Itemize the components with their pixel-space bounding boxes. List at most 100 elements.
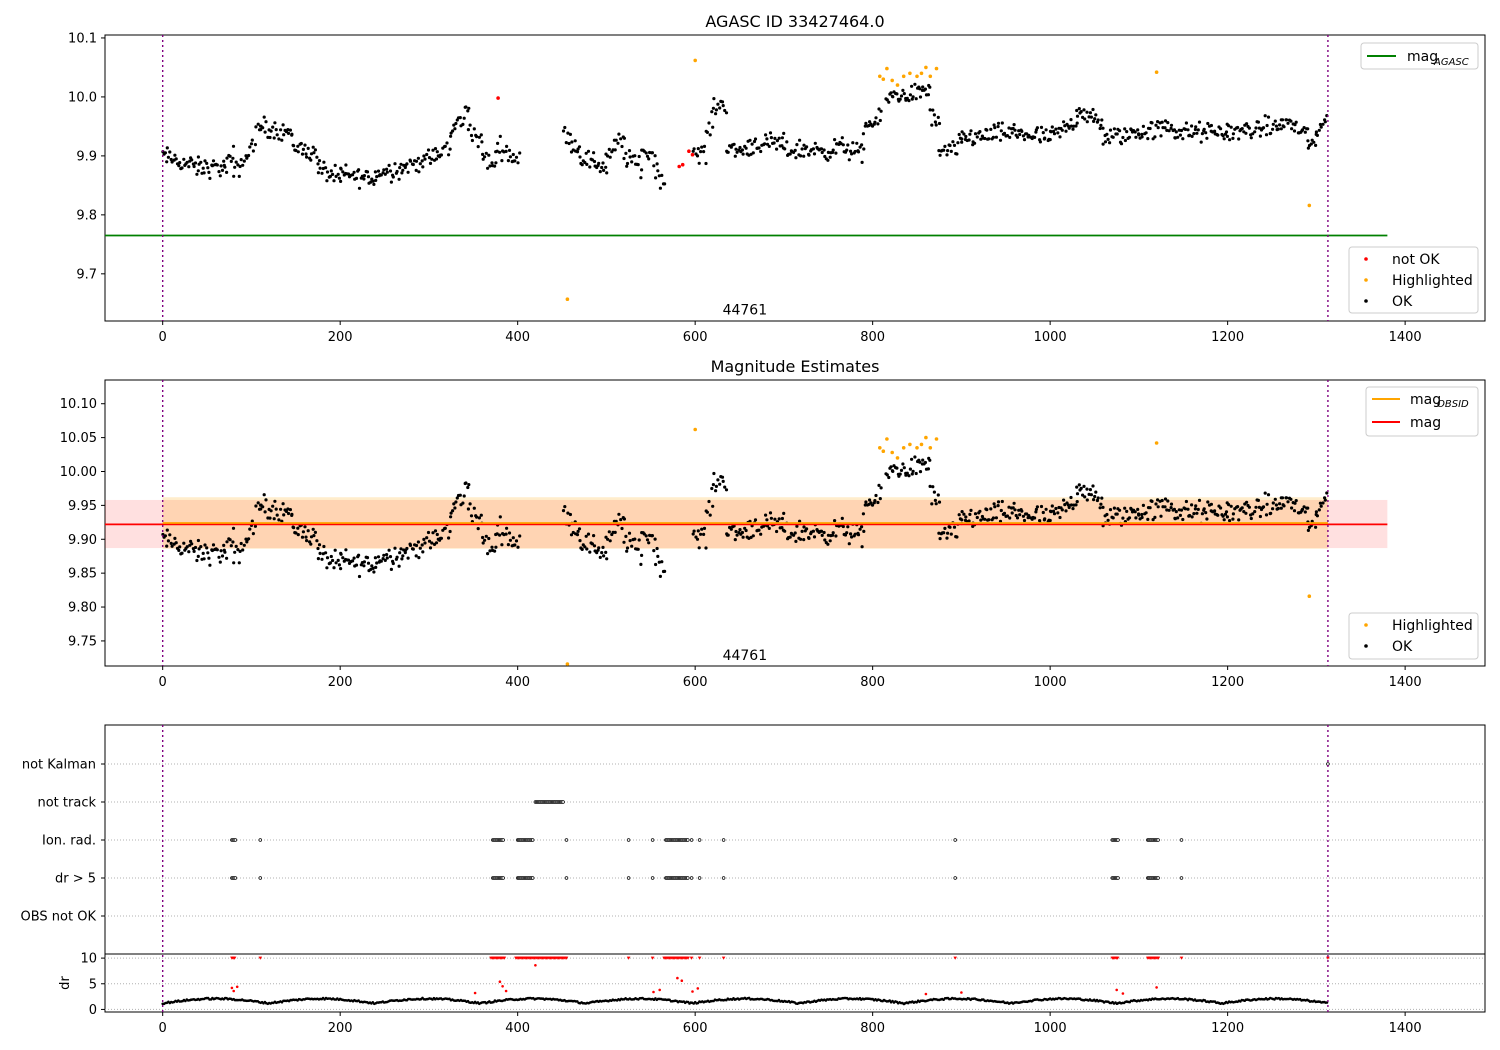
- ok-point: [658, 574, 663, 579]
- ok-point: [1176, 516, 1180, 520]
- ok-point: [1148, 506, 1152, 510]
- ok-point: [1141, 503, 1145, 507]
- ok-point: [1092, 119, 1096, 123]
- flag-point: [1156, 876, 1160, 880]
- ok-point: [1192, 511, 1196, 516]
- x-tick-label: 1000: [1034, 675, 1067, 690]
- dr-high-point: [1155, 986, 1158, 989]
- ok-point: [868, 498, 872, 502]
- ok-point: [333, 163, 337, 167]
- ok-point: [613, 148, 617, 152]
- ok-point: [1159, 134, 1163, 138]
- ok-point: [637, 538, 641, 542]
- ok-point: [1315, 133, 1319, 137]
- ok-point: [699, 150, 703, 154]
- ok-point: [1008, 516, 1012, 520]
- ok-point: [819, 147, 824, 151]
- x-tick-label: 400: [505, 675, 530, 690]
- ok-point: [1083, 117, 1087, 121]
- ok-point: [1197, 498, 1202, 502]
- ok-point: [294, 148, 298, 153]
- ok-point: [660, 173, 664, 177]
- flag-point: [501, 876, 505, 880]
- ok-point: [1035, 126, 1039, 130]
- ok-point: [902, 466, 906, 470]
- ok-point: [605, 557, 609, 561]
- ok-point: [652, 549, 656, 553]
- ok-point: [1240, 506, 1244, 510]
- ok-point: [1188, 133, 1192, 137]
- ok-point: [1133, 510, 1137, 514]
- ok-point: [967, 138, 971, 142]
- ok-point: [232, 174, 236, 178]
- ok-point: [174, 541, 178, 545]
- ok-point: [372, 182, 376, 186]
- ok-point: [1041, 510, 1045, 515]
- ok-point: [271, 504, 275, 508]
- ok-point: [655, 162, 659, 166]
- ok-point: [1049, 130, 1053, 134]
- ok-point: [388, 555, 393, 559]
- x-tick-label: 1400: [1389, 1021, 1422, 1036]
- ok-point: [1293, 501, 1297, 505]
- ok-point: [190, 158, 194, 162]
- ok-point: [1049, 510, 1053, 514]
- ok-point: [578, 155, 582, 159]
- ok-point: [1300, 507, 1305, 511]
- dr-capped-point: [689, 956, 694, 960]
- y-tick-label: 10.1: [68, 31, 97, 46]
- ok-point: [598, 170, 602, 174]
- legend-label: mag: [1410, 392, 1441, 408]
- ok-point: [1150, 499, 1154, 503]
- ok-point: [433, 147, 438, 151]
- legend-label: not OK: [1392, 252, 1440, 268]
- ok-point: [850, 535, 854, 539]
- ok-point: [309, 542, 313, 546]
- ok-point: [222, 163, 226, 167]
- ok-point: [942, 148, 946, 152]
- ok-point: [1082, 484, 1086, 488]
- ok-point: [936, 493, 940, 497]
- ok-point: [1273, 119, 1277, 123]
- ok-point: [910, 84, 914, 88]
- flag-point: [721, 876, 726, 880]
- ok-point: [1098, 126, 1102, 131]
- ok-point: [605, 171, 609, 175]
- ok-point: [182, 157, 186, 161]
- ok-point: [592, 544, 597, 548]
- ok-point: [468, 123, 472, 127]
- ok-point: [948, 143, 952, 148]
- ok-point: [344, 548, 348, 552]
- ok-point: [1075, 500, 1079, 504]
- ok-point: [1188, 513, 1192, 518]
- ok-point: [507, 531, 512, 535]
- ok-point: [332, 179, 336, 183]
- ok-point: [1163, 497, 1168, 501]
- ok-point: [627, 149, 632, 153]
- ok-point: [1000, 499, 1004, 504]
- y-tick-label: 10.05: [60, 431, 97, 446]
- ok-point: [357, 186, 362, 190]
- ok-point: [220, 554, 225, 558]
- ok-point: [708, 513, 712, 517]
- ok-point: [513, 543, 517, 547]
- ok-point: [449, 134, 453, 138]
- ok-point: [592, 534, 596, 538]
- ok-point: [1199, 140, 1203, 144]
- ok-point: [288, 508, 292, 512]
- ok-point: [427, 156, 432, 160]
- ok-point: [1276, 127, 1280, 131]
- ok-point: [317, 159, 322, 163]
- ok-point: [724, 488, 729, 492]
- ok-point: [1274, 124, 1278, 128]
- ok-point: [1253, 130, 1257, 134]
- ok-point: [759, 532, 763, 536]
- ok-point: [757, 528, 761, 532]
- ok-point: [1002, 131, 1007, 135]
- ok-point: [201, 551, 205, 556]
- ok-point: [229, 544, 233, 548]
- ok-point: [780, 516, 785, 521]
- ok-point: [1092, 498, 1096, 502]
- ok-point: [660, 560, 664, 564]
